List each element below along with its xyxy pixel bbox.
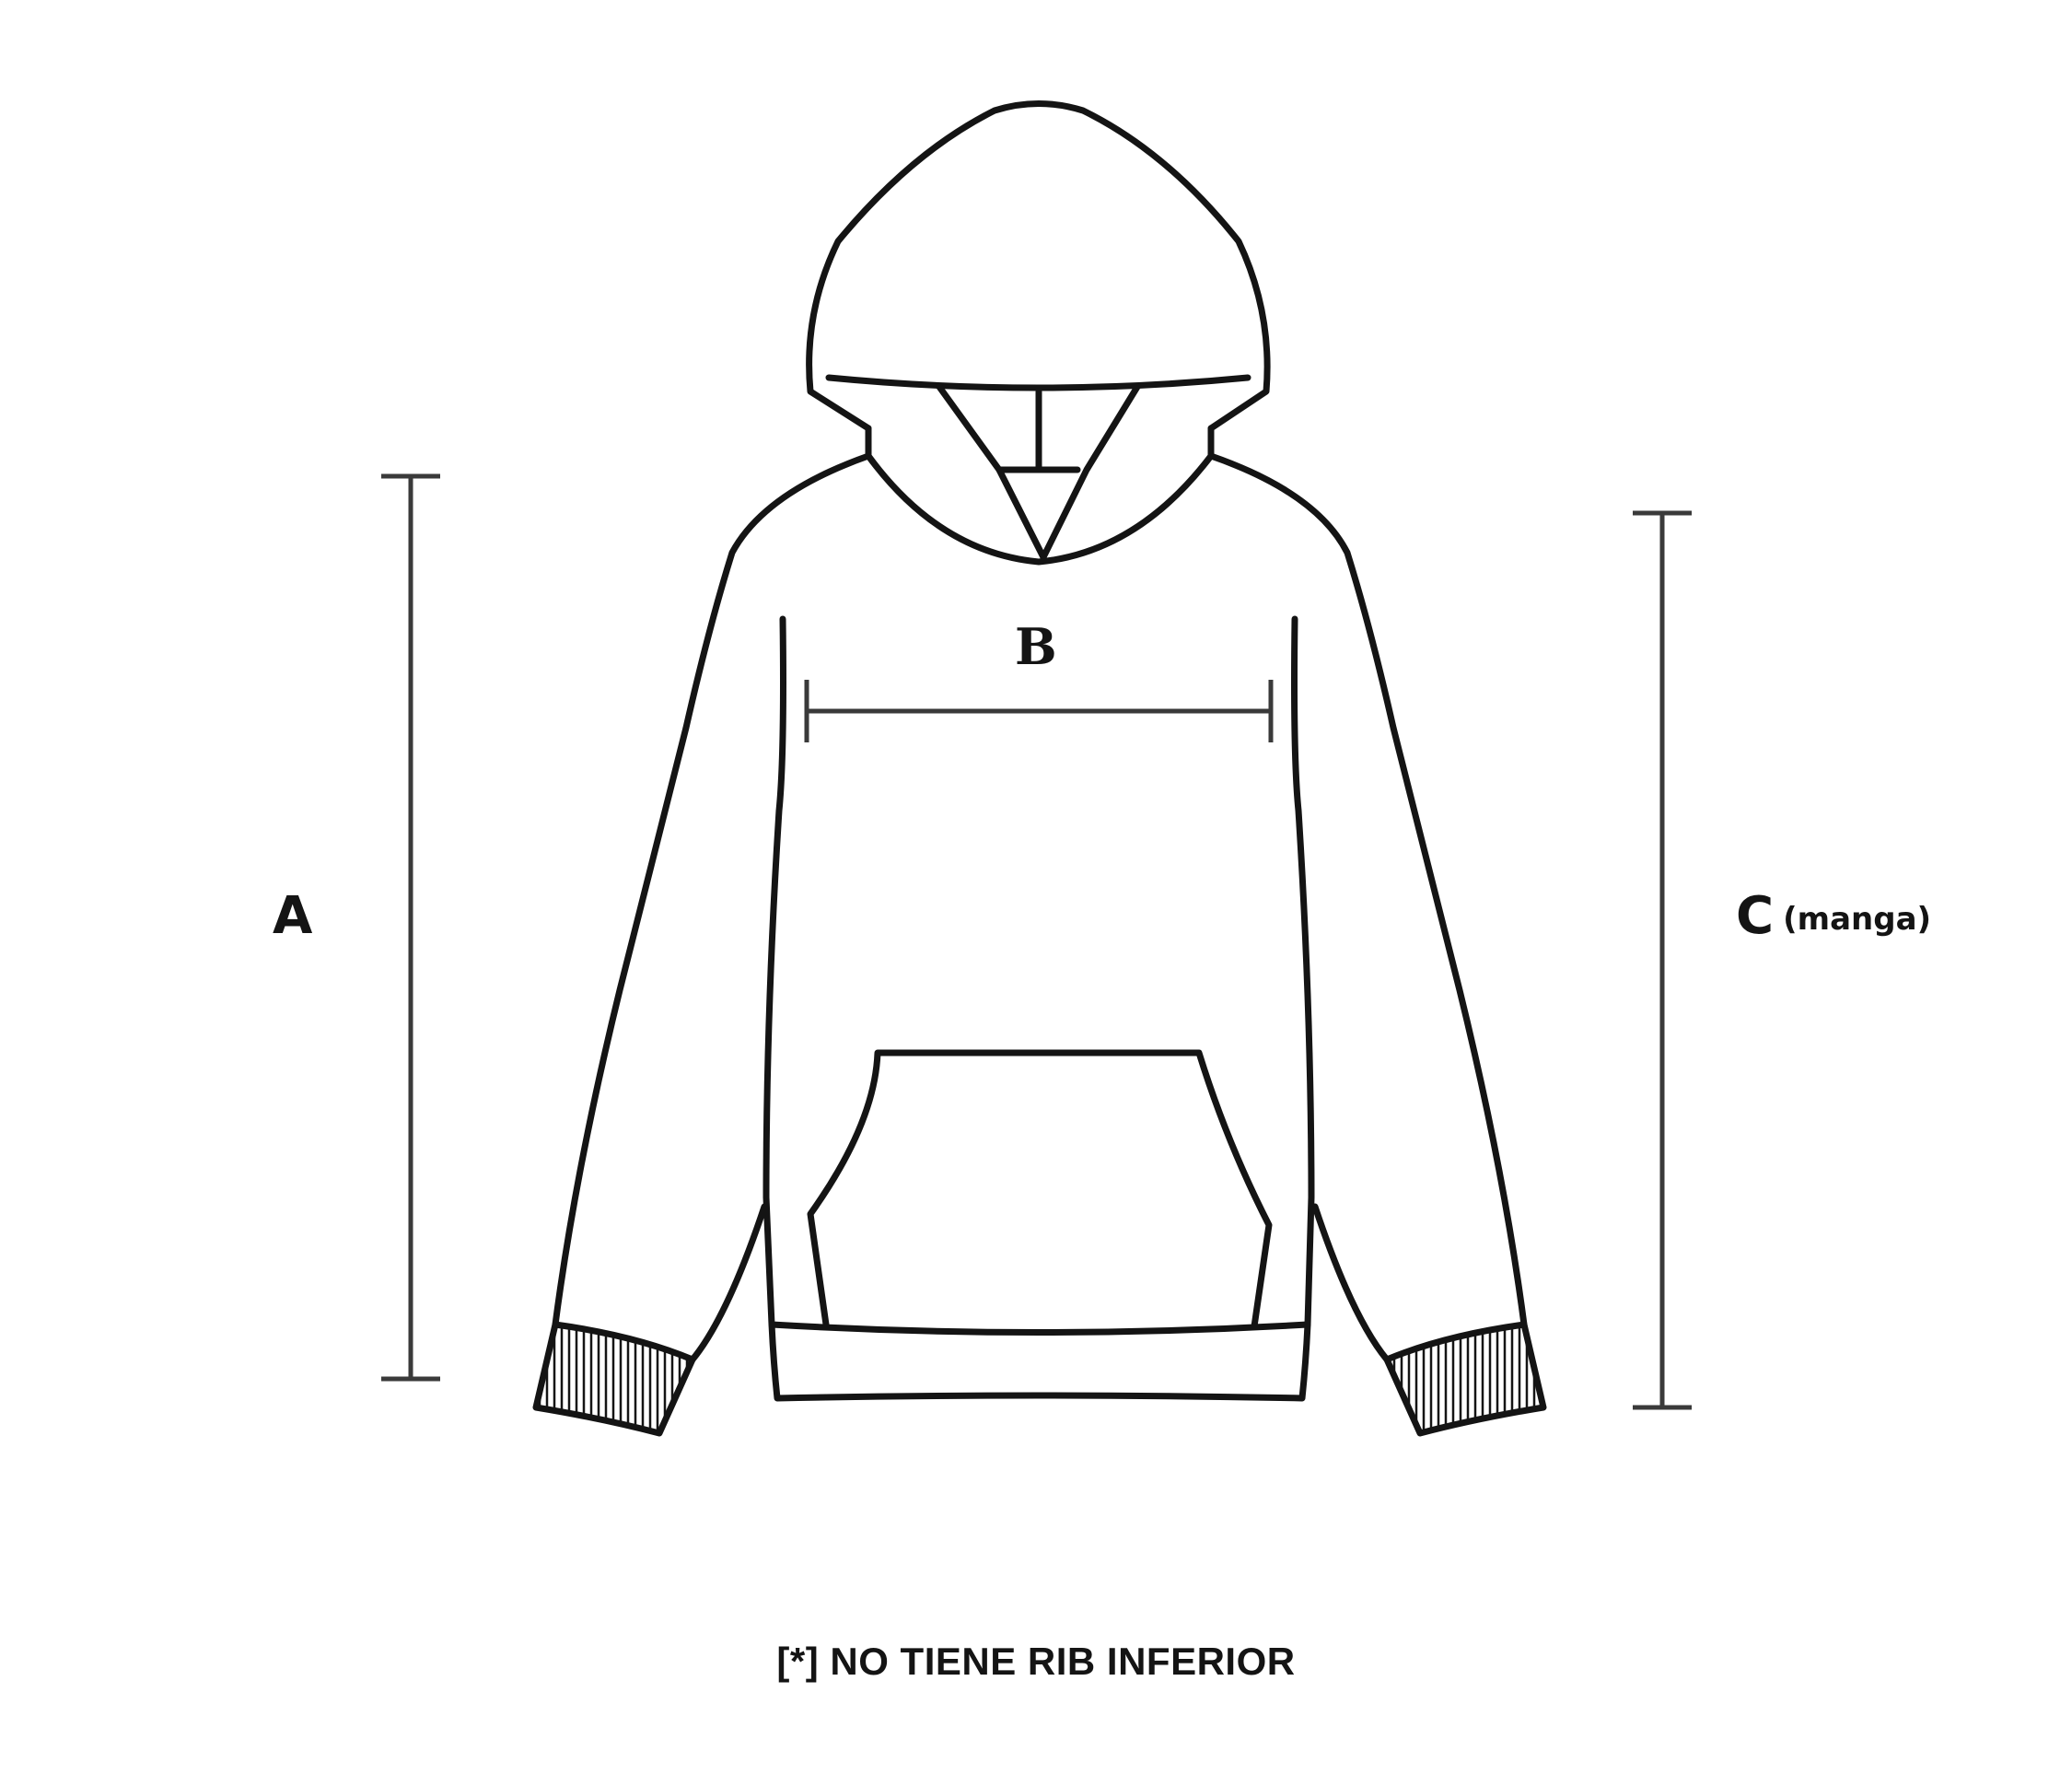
right-cuff [1383,1321,1547,1437]
measure-label-b: B [1015,617,1057,676]
neckline [865,425,1215,566]
measure-label-a: A [273,886,313,946]
left-sleeve-inner [689,1203,768,1363]
footnote: [*] NO TIENE RIB INFERIOR [776,1640,1296,1683]
body-right-side [1291,615,1315,1328]
left-cuff [532,1321,696,1437]
hood-inner-right [1040,383,1141,561]
hood [806,100,1271,432]
left-sleeve-outer [552,452,872,1328]
measure-label-c-sub: (manga) [1783,901,1932,938]
measure-label-c-letter: C [1736,886,1775,946]
measure-label-c: C (manga) [1736,886,1931,946]
hoodie-outline [532,100,1547,1437]
measurement-lines [381,473,1692,1410]
measure-c [1633,510,1692,1410]
measure-b [804,680,1274,742]
hem-band [768,1321,1311,1402]
measure-a [381,473,440,1382]
right-sleeve-inner [1311,1203,1391,1363]
right-sleeve-outer [1207,452,1528,1328]
kangaroo-pocket [807,1049,1273,1330]
body-left-side [762,615,786,1328]
hood-brim [825,374,1251,391]
